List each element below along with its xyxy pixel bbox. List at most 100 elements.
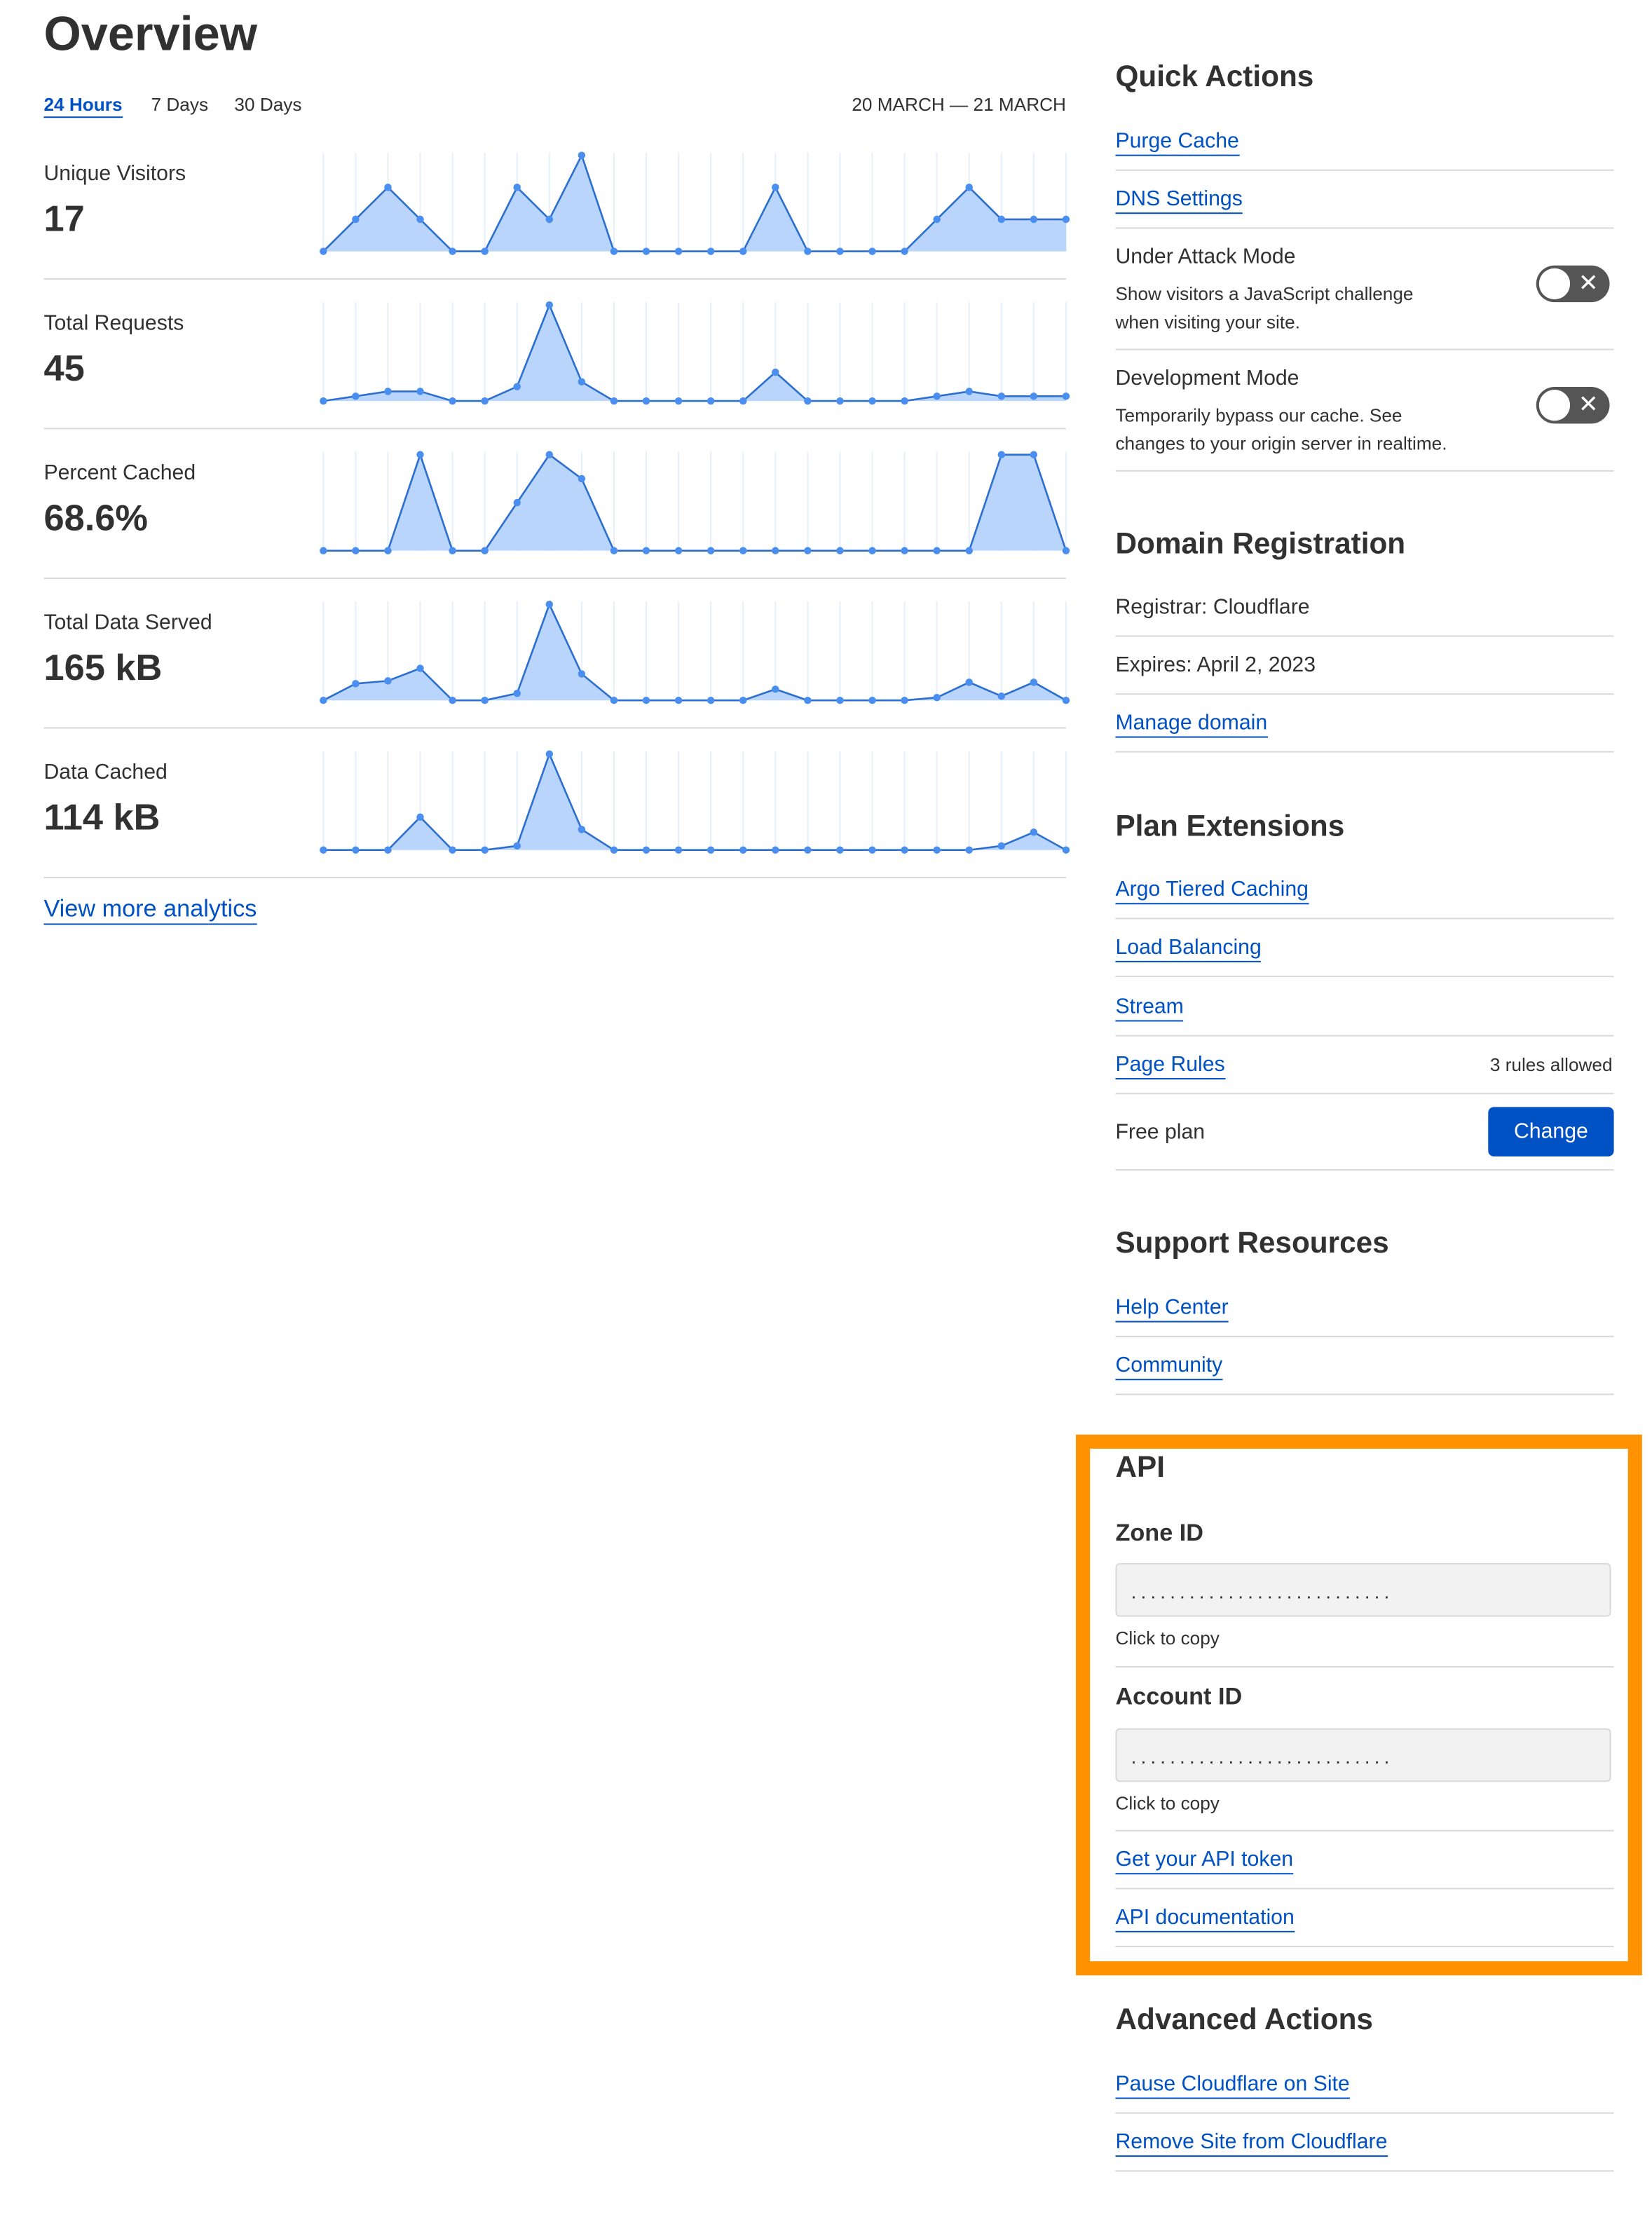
argo-link[interactable]: Argo Tiered Caching — [1115, 878, 1309, 905]
community-link[interactable]: Community — [1115, 1353, 1223, 1381]
data-point[interactable] — [610, 247, 618, 255]
data-point[interactable] — [965, 547, 973, 554]
data-point[interactable] — [965, 678, 973, 686]
data-point[interactable] — [610, 846, 618, 854]
data-point[interactable] — [965, 184, 973, 191]
data-point[interactable] — [610, 696, 618, 704]
data-point[interactable] — [868, 696, 876, 704]
data-point[interactable] — [836, 547, 844, 554]
data-point[interactable] — [416, 451, 424, 458]
data-point[interactable] — [868, 846, 876, 854]
data-point[interactable] — [320, 547, 327, 554]
data-point[interactable] — [449, 397, 456, 405]
data-point[interactable] — [674, 247, 683, 255]
data-point[interactable] — [320, 846, 327, 854]
data-point[interactable] — [1030, 828, 1038, 836]
data-point[interactable] — [449, 247, 456, 255]
data-point[interactable] — [416, 664, 424, 672]
data-point[interactable] — [965, 846, 973, 854]
data-point[interactable] — [513, 383, 521, 390]
data-point[interactable] — [513, 842, 521, 850]
under-attack-toggle[interactable]: ✕ — [1536, 265, 1610, 303]
data-point[interactable] — [739, 696, 747, 704]
data-point[interactable] — [545, 301, 554, 309]
data-point[interactable] — [642, 397, 650, 405]
data-point[interactable] — [481, 696, 489, 704]
data-point[interactable] — [804, 247, 812, 255]
data-point[interactable] — [1062, 215, 1070, 224]
data-point[interactable] — [868, 547, 876, 554]
data-point[interactable] — [997, 842, 1006, 850]
data-point[interactable] — [804, 846, 812, 854]
data-point[interactable] — [416, 215, 424, 224]
data-point[interactable] — [578, 826, 586, 833]
data-point[interactable] — [901, 696, 908, 704]
purge-cache-link[interactable]: Purge Cache — [1115, 129, 1239, 156]
data-point[interactable] — [352, 393, 360, 400]
data-point[interactable] — [836, 846, 844, 854]
data-point[interactable] — [739, 397, 747, 405]
data-point[interactable] — [901, 247, 908, 255]
data-point[interactable] — [706, 547, 715, 554]
data-point[interactable] — [384, 184, 392, 191]
data-point[interactable] — [804, 696, 812, 704]
data-point[interactable] — [868, 397, 876, 405]
data-point[interactable] — [1062, 547, 1070, 554]
data-point[interactable] — [804, 397, 812, 405]
dns-settings-link[interactable]: DNS Settings — [1115, 186, 1243, 214]
change-plan-button[interactable]: Change — [1488, 1107, 1614, 1157]
data-point[interactable] — [739, 547, 747, 554]
data-point[interactable] — [384, 846, 392, 854]
data-point[interactable] — [901, 397, 908, 405]
data-point[interactable] — [674, 696, 683, 704]
view-more-analytics-link[interactable]: View more analytics — [43, 895, 257, 925]
data-point[interactable] — [481, 547, 489, 554]
data-point[interactable] — [1030, 451, 1038, 458]
data-point[interactable] — [352, 680, 360, 688]
data-point[interactable] — [610, 547, 618, 554]
data-point[interactable] — [674, 846, 683, 854]
data-point[interactable] — [901, 547, 908, 554]
stream-link[interactable]: Stream — [1115, 995, 1184, 1022]
data-point[interactable] — [449, 696, 456, 704]
data-point[interactable] — [578, 670, 586, 678]
data-point[interactable] — [772, 846, 779, 854]
data-point[interactable] — [513, 690, 521, 697]
data-point[interactable] — [352, 547, 360, 554]
data-point[interactable] — [772, 368, 779, 376]
help-center-link[interactable]: Help Center — [1115, 1295, 1229, 1323]
api-documentation-link[interactable]: API documentation — [1115, 1905, 1295, 1932]
data-point[interactable] — [578, 378, 586, 386]
data-point[interactable] — [416, 813, 424, 821]
manage-domain-link[interactable]: Manage domain — [1115, 711, 1268, 738]
data-point[interactable] — [674, 397, 683, 405]
data-point[interactable] — [997, 215, 1006, 224]
data-point[interactable] — [706, 846, 715, 854]
data-point[interactable] — [352, 215, 360, 224]
data-point[interactable] — [513, 184, 521, 191]
data-point[interactable] — [706, 397, 715, 405]
data-point[interactable] — [1062, 696, 1070, 704]
data-point[interactable] — [449, 547, 456, 554]
remove-site-link[interactable]: Remove Site from Cloudflare — [1115, 2129, 1388, 2157]
data-point[interactable] — [1030, 215, 1038, 224]
data-point[interactable] — [1030, 393, 1038, 400]
data-point[interactable] — [933, 846, 941, 854]
data-point[interactable] — [772, 184, 779, 191]
data-point[interactable] — [1062, 393, 1070, 400]
data-point[interactable] — [772, 547, 779, 554]
data-point[interactable] — [416, 388, 424, 395]
data-point[interactable] — [836, 397, 844, 405]
data-point[interactable] — [1030, 678, 1038, 686]
data-point[interactable] — [706, 696, 715, 704]
data-point[interactable] — [578, 475, 586, 483]
data-point[interactable] — [352, 846, 360, 854]
dev-mode-toggle[interactable]: ✕ — [1536, 386, 1610, 424]
load-balancing-link[interactable]: Load Balancing — [1115, 935, 1262, 962]
data-point[interactable] — [642, 696, 650, 704]
data-point[interactable] — [933, 393, 941, 400]
data-point[interactable] — [933, 215, 941, 224]
pause-cloudflare-link[interactable]: Pause Cloudflare on Site — [1115, 2072, 1350, 2099]
tab-30-days[interactable]: 30 Days — [234, 93, 302, 116]
data-point[interactable] — [901, 846, 908, 854]
